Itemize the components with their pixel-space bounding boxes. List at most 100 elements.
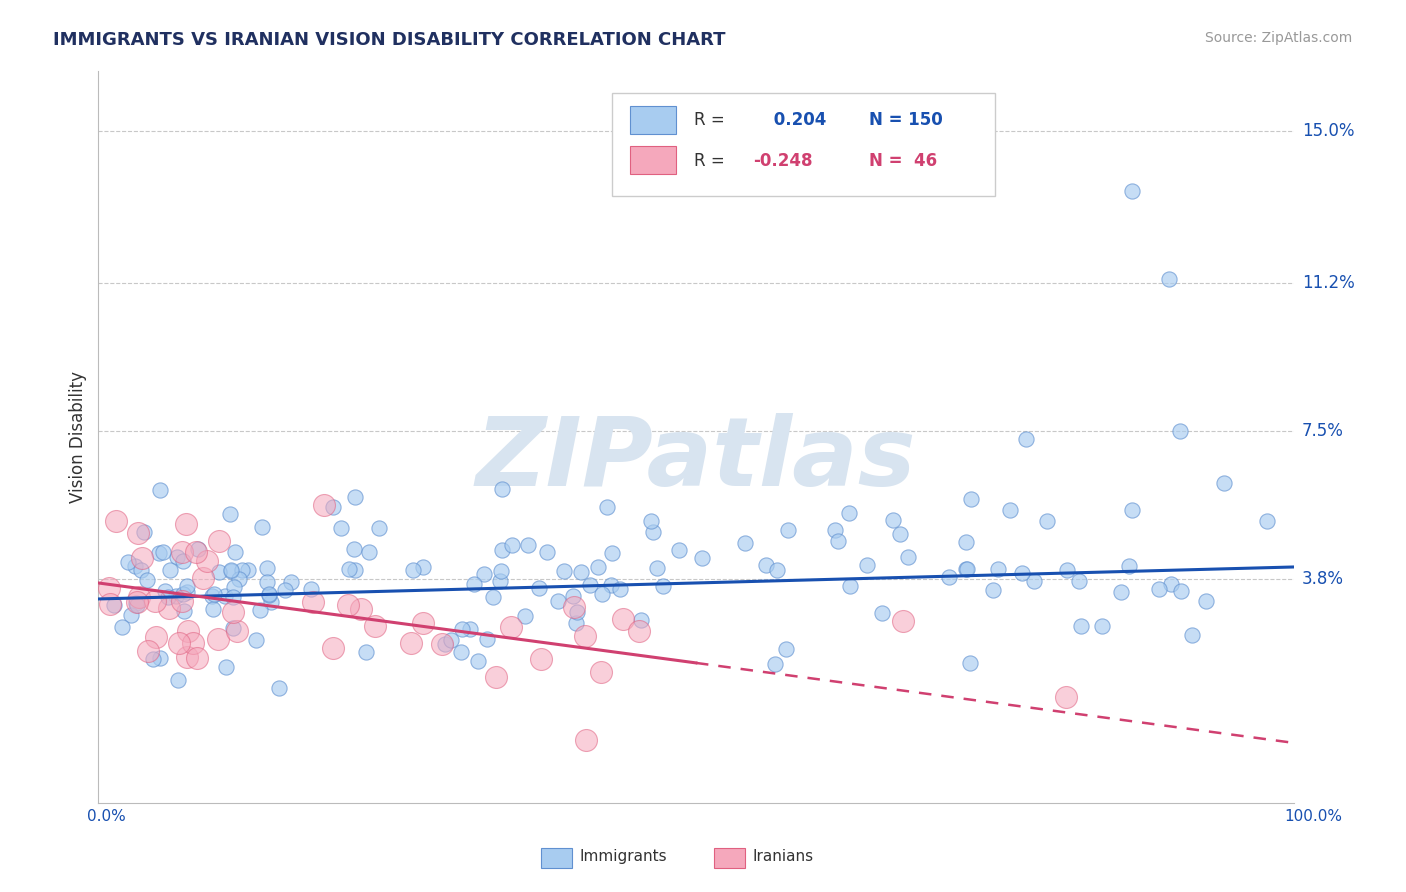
Point [463, 576, 485, 591]
Point [274, 583, 297, 598]
Point [628, 624, 651, 639]
Text: IMMIGRANTS VS IRANIAN VISION DISABILITY CORRELATION CHART: IMMIGRANTS VS IRANIAN VISION DISABILITY … [53, 31, 725, 49]
Point [1256, 514, 1278, 528]
Point [367, 521, 389, 535]
Point [640, 514, 662, 528]
Point [132, 525, 155, 540]
Point [562, 589, 585, 603]
Point [157, 601, 180, 615]
Point [586, 560, 609, 574]
Point [472, 566, 495, 581]
Point [120, 608, 142, 623]
Point [125, 598, 148, 612]
Point [775, 641, 797, 656]
Point [596, 500, 619, 514]
Point [256, 560, 278, 574]
Point [257, 587, 280, 601]
Text: Iranians: Iranians [752, 849, 813, 863]
Point [763, 657, 786, 672]
Point [207, 632, 229, 647]
Point [238, 563, 260, 577]
Point [1170, 584, 1192, 599]
Bar [613, 94, 995, 195]
Bar [630, 146, 676, 174]
Point [882, 513, 904, 527]
Point [458, 622, 481, 636]
Point [547, 593, 569, 607]
Point [870, 606, 893, 620]
Point [176, 579, 198, 593]
Text: 7.5%: 7.5% [1302, 422, 1344, 440]
Point [575, 733, 598, 747]
Text: 15.0%: 15.0% [1302, 122, 1354, 140]
Point [1181, 628, 1204, 642]
Point [998, 502, 1021, 516]
Point [450, 622, 472, 636]
Point [128, 591, 150, 605]
Point [530, 652, 553, 666]
Point [734, 535, 756, 549]
Point [755, 558, 778, 572]
Bar [630, 106, 676, 134]
Point [1091, 618, 1114, 632]
Point [245, 632, 267, 647]
Point [827, 534, 849, 549]
Point [170, 545, 193, 559]
Point [167, 636, 190, 650]
Text: Immigrants: Immigrants [579, 849, 666, 863]
Point [202, 587, 225, 601]
Point [630, 613, 652, 627]
Point [186, 545, 208, 559]
Point [125, 595, 148, 609]
Point [131, 563, 153, 577]
Point [159, 563, 181, 577]
Point [166, 550, 188, 565]
Point [600, 546, 623, 560]
Point [149, 650, 172, 665]
Point [173, 604, 195, 618]
Point [105, 514, 128, 528]
Point [430, 637, 453, 651]
Point [195, 554, 218, 568]
Point [1054, 690, 1077, 705]
Point [103, 599, 125, 613]
Point [1195, 594, 1218, 608]
Point [891, 614, 914, 628]
Point [157, 590, 180, 604]
Point [565, 605, 588, 619]
Point [250, 520, 273, 534]
Point [591, 665, 613, 679]
Point [1149, 582, 1171, 596]
Point [450, 645, 472, 659]
Point [111, 620, 134, 634]
Point [562, 599, 585, 614]
Point [491, 564, 513, 578]
Point [412, 560, 434, 574]
Point [766, 563, 789, 577]
Point [647, 561, 669, 575]
Point [172, 554, 194, 568]
Point [152, 545, 174, 559]
Point [399, 636, 422, 650]
Point [222, 590, 245, 604]
Point [1168, 424, 1191, 438]
Point [176, 650, 198, 665]
Point [599, 577, 621, 591]
Point [569, 565, 592, 579]
Point [1121, 502, 1143, 516]
Point [222, 605, 245, 619]
Point [149, 483, 172, 497]
Point [256, 575, 278, 590]
Point [208, 533, 231, 548]
Point [1111, 585, 1133, 599]
Point [322, 500, 344, 514]
Point [987, 562, 1010, 576]
Point [433, 637, 456, 651]
Point [482, 590, 505, 604]
Point [955, 534, 977, 549]
Point [214, 589, 236, 603]
Point [1121, 184, 1143, 198]
Point [350, 601, 373, 615]
Text: 100.0%: 100.0% [1285, 809, 1343, 823]
Point [201, 589, 224, 603]
